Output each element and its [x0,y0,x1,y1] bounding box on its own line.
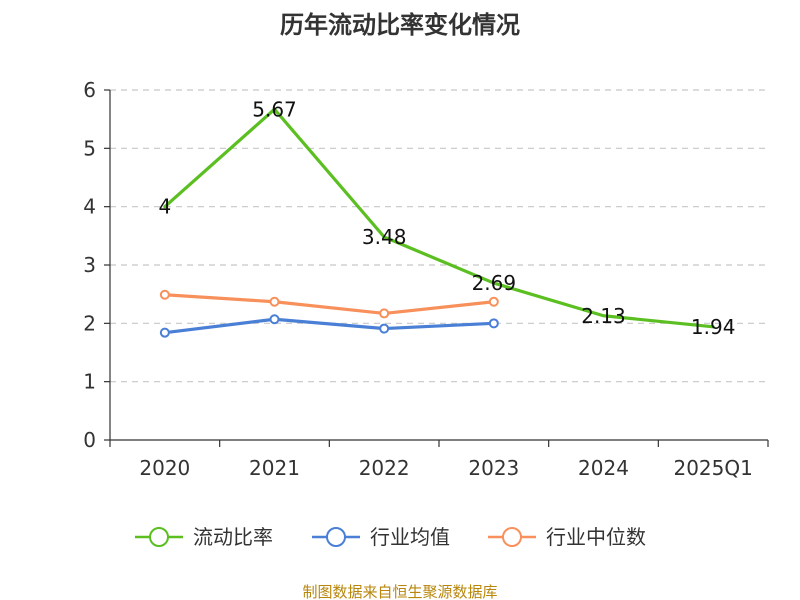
data-point[interactable] [159,327,170,338]
legend-label: 流动比率 [193,525,273,549]
legend-marker [326,527,346,547]
legend-marker [502,527,522,547]
data-label: 3.48 [362,225,407,249]
series-line [163,107,715,329]
x-tick-label: 2025Q1 [673,456,752,480]
data-label: 4 [158,195,171,219]
grid [110,89,768,383]
data-point[interactable] [269,314,280,325]
x-tick-label: 2021 [249,456,300,480]
y-tick-label: 2 [83,311,96,335]
y-tick-label: 0 [83,428,96,452]
data-label: 2.69 [472,271,517,295]
x-tick-label: 2020 [139,456,190,480]
data-point[interactable] [488,296,499,307]
legend-item[interactable]: 流动比率 [135,525,273,549]
y-tick-label: 6 [83,78,96,102]
data-label: 2.13 [581,304,626,328]
y-tick-label: 3 [83,253,96,277]
x-tick-label: 2024 [578,456,629,480]
y-tick-label: 5 [83,136,96,160]
legend[interactable]: 流动比率 行业均值 行业中位数 [135,525,646,549]
legend-item[interactable]: 行业中位数 [488,525,646,549]
legend-label: 行业中位数 [546,525,646,549]
x-tick-label: 2022 [359,456,410,480]
source-note: 制图数据来自恒生聚源数据库 [302,583,497,600]
axes: 0 1 2 3 4 5 6 2020 2021 2022 2023 2024 2025Q1 [83,78,769,480]
data-label: 5.67 [252,97,297,121]
series [159,107,715,338]
data-labels: 4 5.67 3.48 2.69 2.13 1.94 [158,97,735,339]
data-point[interactable] [159,289,170,300]
data-point[interactable] [379,308,390,319]
legend-marker [149,527,169,547]
series-line [163,317,496,335]
y-tick-label: 1 [83,370,96,394]
x-tick-label: 2023 [468,456,519,480]
chart-title: 历年流动比率变化情况 [280,11,520,39]
y-tick-label: 4 [83,195,96,219]
legend-item[interactable]: 行业均值 [312,525,450,549]
legend-label: 行业均值 [370,525,450,549]
series-line [163,293,496,316]
data-point[interactable] [488,318,499,329]
data-label: 1.94 [691,315,736,339]
data-point[interactable] [269,296,280,307]
data-point[interactable] [379,323,390,334]
